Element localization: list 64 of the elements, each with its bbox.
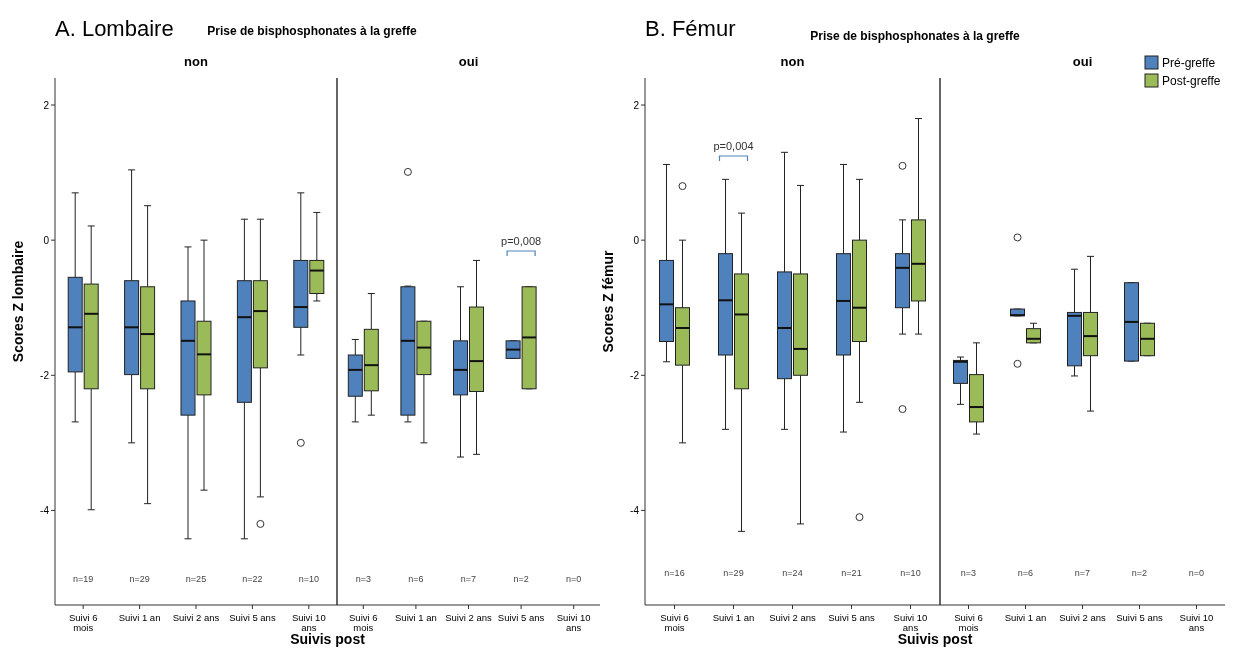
x-tick-label: Suivi 1 an — [712, 612, 755, 623]
y-tick-label: 0 — [633, 234, 640, 246]
x-tick-label: Suivi 2 ans — [1059, 612, 1106, 623]
y-tick-label: 2 — [633, 99, 640, 111]
legend-label: Pré-greffe — [1162, 56, 1216, 70]
x-tick-label: Suivi 6 mois — [349, 612, 378, 633]
text: oui — [1072, 54, 1093, 69]
x-tick-label: Suivi 6 mois — [954, 612, 983, 633]
chart-title: B. Fémur — [645, 16, 736, 41]
x-tick-label: Suivi 10 ans — [1179, 612, 1214, 633]
chart-subtitle: Prise de bisphosphonates à la greffe — [810, 29, 1021, 43]
annotation: n=21 — [841, 568, 862, 578]
x-tick-label: Suivi 5 ans — [1116, 612, 1163, 623]
annotation: n=25 — [185, 574, 207, 584]
x-tick-label: Suivi 10 ans — [893, 612, 928, 633]
annotation: n=7 — [1074, 568, 1091, 578]
text: oui — [458, 54, 479, 69]
y-tick-label: -2 — [40, 369, 50, 381]
text: non — [780, 54, 805, 69]
annotation: n=0 — [566, 574, 582, 584]
annotation: n=24 — [782, 568, 803, 578]
chart-title: A. Lombaire — [55, 16, 174, 41]
x-tick-label: Suivi 2 ans — [445, 612, 492, 623]
annotation: n=6 — [408, 574, 424, 584]
x-tick-label: Suivi 6 mois — [660, 612, 689, 633]
x-tick-label: Suivi 2 ans — [172, 612, 220, 623]
annotation: n=19 — [73, 574, 94, 584]
x-tick-label: Suivi 1 an — [118, 612, 161, 623]
annotation: n=3 — [355, 574, 371, 584]
y-tick-label: 0 — [43, 234, 50, 246]
chart-subtitle: Prise de bisphosphonates à la greffe — [207, 24, 418, 38]
y-tick-label: -4 — [630, 504, 640, 516]
x-tick-label: Suivi 5 ans — [828, 612, 875, 623]
annotation: n=0 — [1188, 568, 1205, 578]
annotation: n=16 — [664, 568, 685, 578]
annotation: n=2 — [513, 574, 529, 584]
y-axis-title: Scores Z fémur — [600, 249, 616, 353]
x-tick-label: Suivi 5 ans — [497, 612, 545, 623]
y-tick-label: 2 — [43, 99, 50, 111]
annotation: n=29 — [723, 568, 744, 578]
annotation: n=10 — [900, 568, 921, 578]
y-tick-label: -4 — [40, 504, 50, 516]
annotation: n=3 — [960, 568, 977, 578]
annotation: n=10 — [298, 574, 319, 584]
annotation: n=22 — [242, 574, 263, 584]
annotation: n=29 — [129, 574, 150, 584]
annotation: n=6 — [1017, 568, 1034, 578]
x-axis-title: Suivis post — [290, 631, 366, 647]
annotation: n=7 — [460, 574, 477, 584]
annotation: p=0,008 — [501, 235, 542, 247]
x-tick-label: Suivi 5 ans — [229, 612, 276, 623]
x-tick-label: Suivi 1 an — [395, 612, 437, 623]
x-axis-title: Suivis post — [897, 631, 973, 647]
x-tick-label: Suivi 10 ans — [556, 612, 591, 633]
legend-label: Post-greffe — [1162, 74, 1221, 88]
x-tick-label: Suivi 2 ans — [769, 612, 816, 623]
x-tick-label: Suivi 6 mois — [68, 612, 98, 633]
text: non — [184, 54, 208, 69]
y-axis-title: Scores Z lombaire — [10, 240, 26, 363]
annotation: n=2 — [1131, 568, 1148, 578]
x-tick-label: Suivi 1 an — [1004, 612, 1047, 623]
x-tick-label: Suivi 10 ans — [291, 612, 326, 633]
y-tick-label: -2 — [630, 369, 640, 381]
annotation: p=0,004 — [713, 140, 754, 152]
